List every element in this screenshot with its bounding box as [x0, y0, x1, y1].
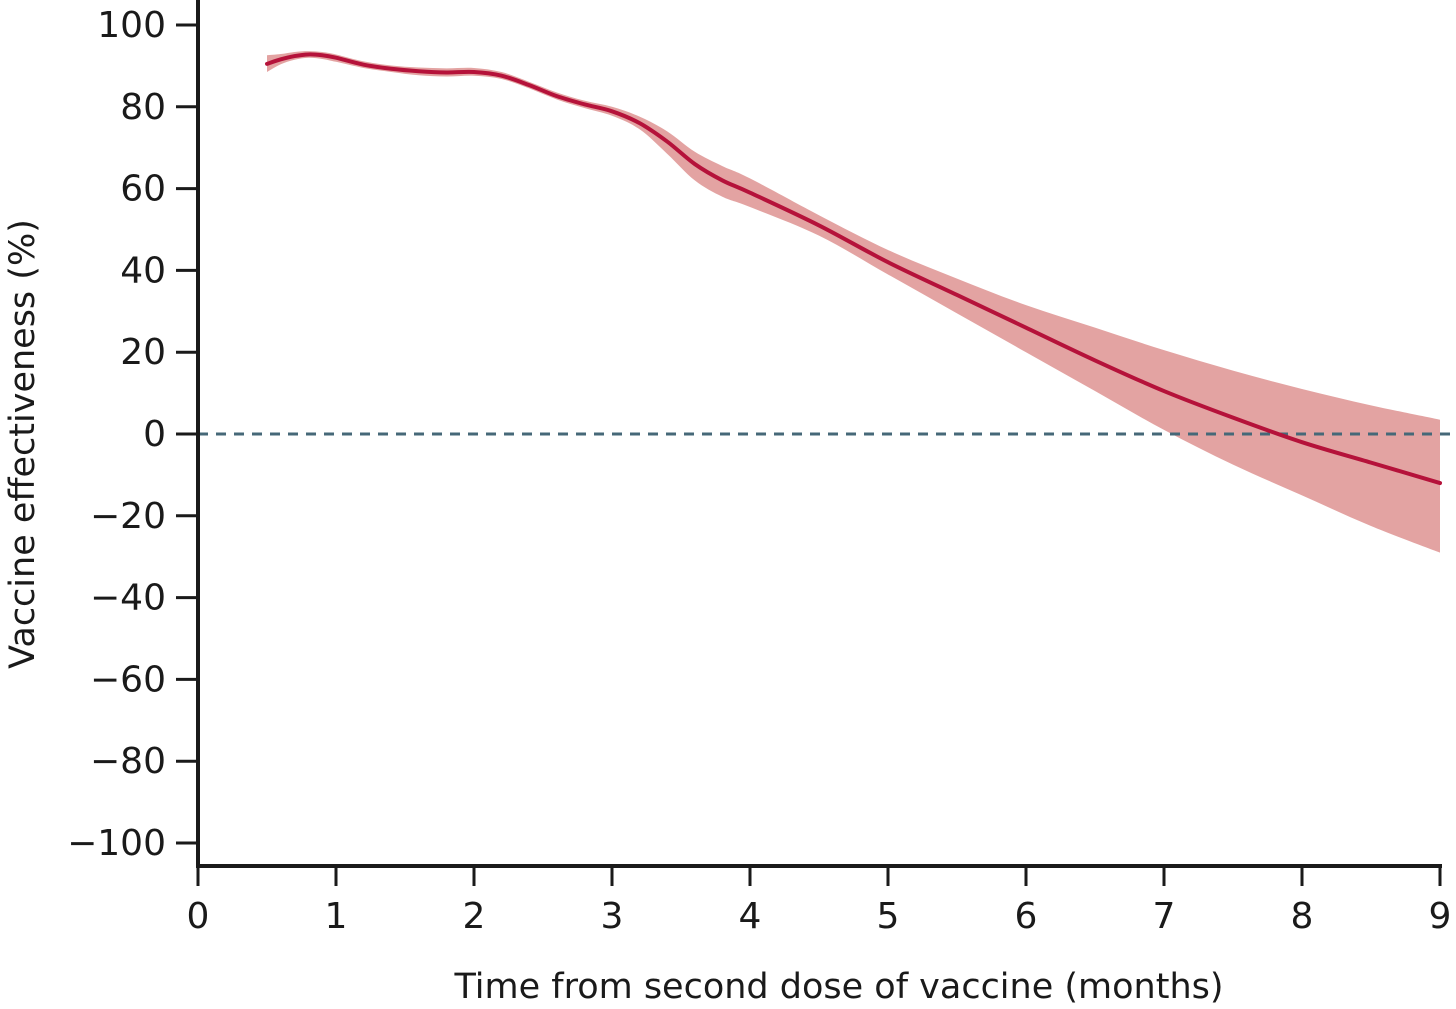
y-tick-label: 20: [120, 332, 166, 373]
x-axis-ticks: 0 1 2 3 4 5 6 7 8 9: [187, 866, 1452, 937]
x-tick-label: 0: [187, 896, 210, 937]
y-tick-label: 100: [97, 5, 166, 46]
x-tick-label: 2: [463, 896, 486, 937]
x-tick-label: 7: [1153, 896, 1176, 937]
y-tick-label: 60: [120, 169, 166, 210]
y-tick-label: −60: [90, 659, 166, 700]
y-tick-label: −20: [90, 496, 166, 537]
x-tick-label: 8: [1291, 896, 1314, 937]
x-tick-label: 9: [1429, 896, 1452, 937]
x-tick-label: 3: [601, 896, 624, 937]
y-axis-ticks: 100 80 60 40 20 0 −20 −40 −60 −80 −100: [67, 5, 198, 864]
x-tick-label: 4: [739, 896, 762, 937]
y-tick-label: −100: [67, 823, 166, 864]
x-tick-label: 6: [1015, 896, 1038, 937]
confidence-band: [267, 51, 1440, 553]
y-tick-label: −80: [90, 741, 166, 782]
x-tick-label: 1: [325, 896, 348, 937]
x-axis-title: Time from second dose of vaccine (months…: [453, 967, 1223, 1007]
y-tick-label: 80: [120, 87, 166, 128]
y-axis-title: Vaccine effectiveness (%): [3, 219, 43, 669]
effectiveness-line: [265, 52, 1442, 486]
x-tick-label: 5: [877, 896, 900, 937]
y-tick-label: 0: [143, 414, 166, 455]
y-tick-label: −40: [90, 578, 166, 619]
y-tick-label: 40: [120, 250, 166, 291]
